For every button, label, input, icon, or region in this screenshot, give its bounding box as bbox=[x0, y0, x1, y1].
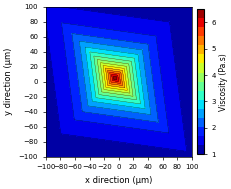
Y-axis label: y direction (μm): y direction (μm) bbox=[4, 48, 13, 115]
X-axis label: x direction (μm): x direction (μm) bbox=[85, 176, 152, 185]
Y-axis label: Viscosity (Pa.s): Viscosity (Pa.s) bbox=[219, 53, 228, 111]
